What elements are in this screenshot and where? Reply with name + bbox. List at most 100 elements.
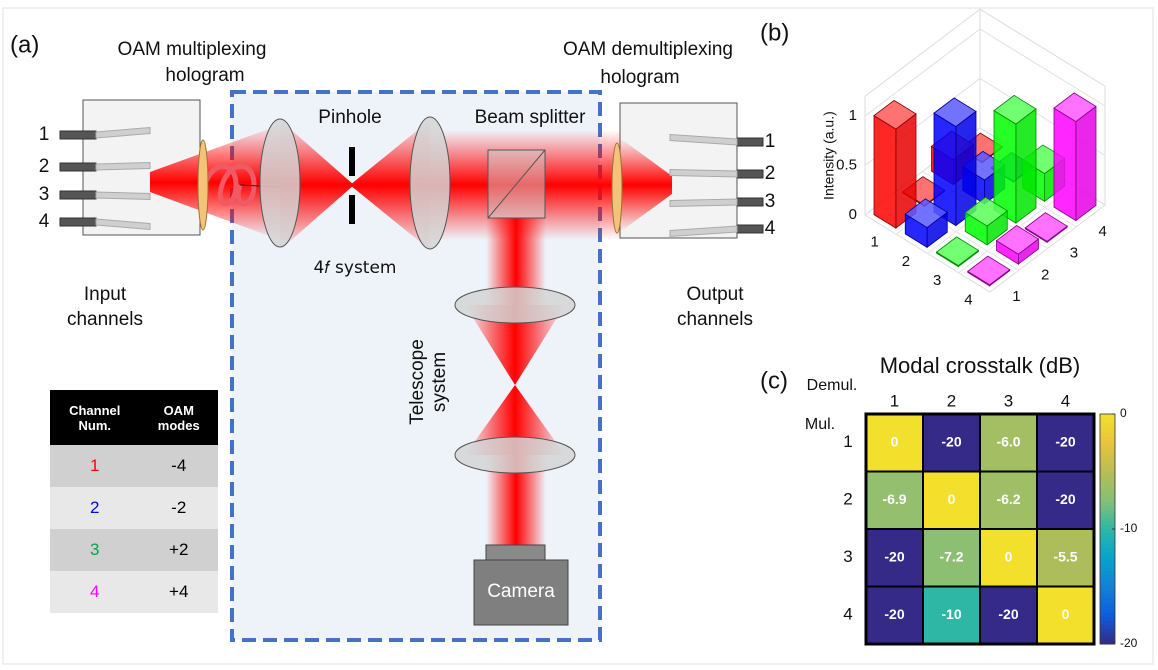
colorbar-segment: [1100, 598, 1115, 602]
colorbar-segment: [1100, 583, 1115, 587]
colorbar-segment: [1100, 571, 1115, 575]
table-cell: 4: [50, 571, 139, 613]
label: Beam splitter: [475, 107, 587, 128]
y-tick-label: 1: [1012, 288, 1020, 305]
y-tick-label: 2: [843, 490, 852, 509]
table-cell: -2: [139, 487, 218, 529]
chart-title: Modal crosstalk (dB): [880, 353, 1081, 378]
colorbar-segment: [1100, 514, 1115, 518]
colorbar-segment: [1100, 606, 1115, 610]
panel-label: (c): [760, 367, 788, 394]
y-tick-label: 1: [843, 432, 852, 451]
colorbar-segment: [1100, 441, 1115, 445]
fiber: [737, 225, 763, 233]
bar-face: [874, 116, 896, 228]
y-axis-label: Mul.: [805, 416, 835, 433]
x-tick-label: 2: [902, 253, 910, 270]
colorbar-segment: [1100, 506, 1115, 510]
colorbar-tick-label: -20: [1120, 636, 1138, 650]
x-tick-label: 1: [890, 391, 899, 410]
y-tick-label: 3: [843, 547, 852, 566]
table-header: Channel Num.: [50, 390, 139, 445]
table-cell: 3: [50, 529, 139, 571]
colorbar-segment: [1100, 498, 1115, 502]
port-label: 4: [39, 211, 50, 232]
colorbar-segment: [1100, 625, 1115, 629]
colorbar-segment: [1100, 613, 1115, 617]
table-cell: 2: [50, 487, 139, 529]
port-label: 1: [39, 124, 50, 145]
bar: [934, 98, 976, 226]
bar-face: [1076, 106, 1096, 220]
pinhole: [349, 195, 355, 224]
y-tick-label: 4: [1098, 223, 1106, 240]
fiber-core: [96, 192, 150, 200]
table-row: 1-4: [50, 445, 218, 487]
label: Pinhole: [318, 107, 381, 128]
colorbar-segment: [1100, 590, 1115, 594]
colorbar-segment: [1100, 621, 1115, 625]
colorbar-segment: [1100, 468, 1115, 472]
colorbar-segment: [1100, 594, 1115, 598]
colorbar-segment: [1100, 556, 1115, 560]
table-row: 2-2: [50, 487, 218, 529]
bar: [874, 100, 916, 228]
colorbar-segment: [1100, 617, 1115, 621]
fiber: [60, 191, 96, 199]
colorbar-segment: [1100, 537, 1115, 541]
colorbar-segment: [1100, 575, 1115, 579]
lens: [455, 287, 575, 323]
port-label: 1: [765, 131, 776, 152]
colorbar-segment: [1100, 602, 1115, 606]
port-label: 4: [765, 218, 776, 239]
x-tick-label: 2: [947, 391, 956, 410]
colorbar-segment: [1100, 636, 1115, 640]
lens: [455, 437, 575, 473]
colorbar-segment: [1100, 495, 1115, 499]
y-tick-label: 2: [1041, 266, 1049, 283]
x-tick-label: 3: [933, 272, 941, 289]
cell-label: -7.2: [939, 548, 963, 564]
z-tick-label: 0: [849, 206, 857, 223]
colorbar-segment: [1100, 502, 1115, 506]
cell-label: -20: [941, 433, 961, 449]
colorbar-segment: [1100, 472, 1115, 476]
colorbar-segment: [1100, 475, 1115, 479]
port-label: 3: [765, 191, 776, 212]
colorbar-segment: [1100, 560, 1115, 564]
label: Telescope: [407, 339, 428, 425]
label: Input: [84, 284, 127, 305]
y-tick-label: 4: [843, 605, 852, 624]
table-row: 3+2: [50, 529, 218, 571]
cell-label: -20: [884, 606, 904, 622]
fiber: [60, 131, 96, 139]
colorbar-segment: [1100, 629, 1115, 633]
colorbar-segment: [1100, 633, 1115, 637]
mode-table: Channel Num. OAM modes 1-42-23+24+4: [50, 390, 218, 613]
colorbar-segment: [1100, 414, 1115, 418]
cell-label: -6.9: [882, 491, 906, 507]
colorbar-segment: [1100, 567, 1115, 571]
colorbar-segment: [1100, 460, 1115, 464]
bar: [1054, 93, 1096, 221]
colorbar-segment: [1100, 452, 1115, 456]
colorbar-segment: [1100, 548, 1115, 552]
colorbar-segment: [1100, 529, 1115, 533]
colorbar-segment: [1100, 510, 1115, 514]
lens: [410, 117, 450, 249]
panel-label: (b): [760, 19, 789, 46]
cell-label: -10: [941, 606, 961, 622]
colorbar-segment: [1100, 422, 1115, 426]
fiber: [737, 138, 763, 146]
colorbar-segment: [1100, 426, 1115, 430]
colorbar-segment: [1100, 610, 1115, 614]
z-axis-label: Intensity (a.u.): [821, 111, 837, 200]
label: hologram: [600, 67, 679, 88]
lens: [260, 119, 300, 247]
x-tick-label: 4: [1061, 391, 1070, 410]
z-tick-label: 1: [849, 107, 857, 124]
colorbar-segment: [1100, 456, 1115, 460]
label: channels: [67, 309, 143, 330]
fiber: [60, 163, 96, 171]
bar-face: [1054, 108, 1076, 220]
